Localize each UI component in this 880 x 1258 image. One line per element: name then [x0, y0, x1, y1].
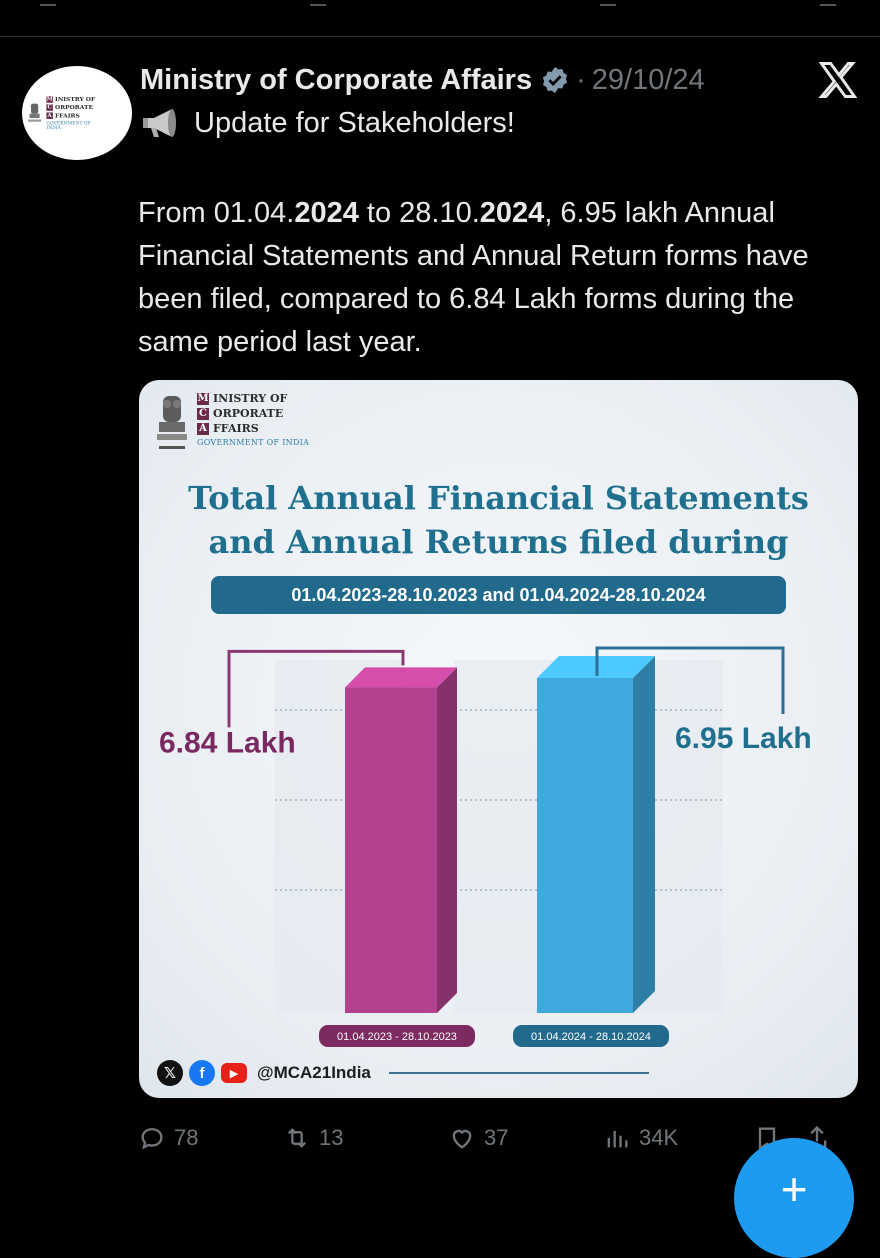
separator-dot: ·: [576, 63, 586, 96]
previous-tweet-actions: [0, 0, 880, 37]
views-count: 34K: [639, 1125, 679, 1150]
chart-title: Total Annual Financial Statements and An…: [139, 476, 858, 564]
date-range-banner: 01.04.2023-28.10.2023 and 01.04.2024-28.…: [211, 576, 786, 614]
body-text-part: to 28.10.: [358, 197, 480, 229]
body-text-bold: 2024: [479, 197, 545, 229]
bar: [537, 678, 633, 1013]
chart-title-line: and Annual Returns filed during: [208, 523, 789, 561]
reply-icon: [141, 1128, 163, 1150]
like-button[interactable]: 37: [448, 1124, 603, 1152]
category-label: 01.04.2023 - 28.10.2023: [337, 1031, 457, 1043]
reply-button[interactable]: 78: [138, 1124, 283, 1152]
bar-top: [345, 667, 457, 688]
author-name[interactable]: Ministry of Corporate Affairs: [140, 63, 533, 96]
body-text-part: From 01.04.: [138, 197, 295, 229]
repost-icon: [288, 1128, 306, 1148]
prev-action-ghost: [310, 0, 326, 6]
bar-chart: 6.84 Lakh 01.04.2023 - 28.10.2023 6.95 Lak…: [159, 646, 812, 1047]
logo-gov-text: GOVERNMENT OF INDIA: [46, 120, 91, 131]
tweet-actions: 78 13 37 34K: [138, 1120, 858, 1156]
prev-action-ghost: [600, 0, 616, 6]
data-label: 6.84 Lakh: [159, 726, 296, 759]
logo-letter: C: [197, 407, 209, 420]
megaphone-icon: [143, 109, 176, 137]
verified-badge-icon: [542, 66, 568, 94]
body-text-bold: 2024: [294, 197, 359, 229]
emblem-icon: [157, 396, 187, 449]
chart-title-line: Total Annual Financial Statements: [188, 479, 809, 517]
logo-text: INISTRY OF: [54, 95, 95, 103]
emblem-icon: [27, 103, 42, 122]
logo-gov-text: GOVERNMENT OF INDIA: [197, 438, 310, 447]
logo-text: INISTRY OF: [213, 392, 288, 405]
social-links: 𝕏 f ▶ @MCA21India: [157, 1060, 649, 1086]
logo-text: ORPORATE: [213, 407, 284, 420]
prev-action-ghost: [820, 0, 836, 6]
bar: [345, 687, 437, 1013]
bar-side: [437, 667, 457, 1013]
tweet-header: Ministry of Corporate Affairs · 29/10/24: [140, 58, 840, 102]
social-handle: @MCA21India: [257, 1063, 371, 1082]
logo-letter: A: [197, 422, 209, 435]
tweet-body: From 01.04.2024 to 28.10.2024, 6.95 lakh…: [138, 192, 868, 364]
repost-count: 13: [319, 1125, 344, 1150]
mca-logo: M INISTRY OF C ORPORATE A FFAIRS GOVERNMENT…: [27, 84, 128, 142]
reply-count: 78: [174, 1125, 199, 1150]
avatar[interactable]: M INISTRY OF C ORPORATE A FFAIRS GOVERNMENT…: [22, 66, 132, 160]
body-text-part: , 6.95 lakh Annual Financial Statements …: [138, 197, 809, 358]
compose-plus-icon: +: [780, 1163, 808, 1215]
bar-side: [633, 656, 655, 1013]
views-chart-icon: [607, 1131, 628, 1148]
repost-button[interactable]: 13: [283, 1124, 448, 1152]
logo-letter: M: [46, 95, 53, 103]
category-pill: [513, 1025, 669, 1047]
heart-icon: [452, 1129, 472, 1149]
prev-action-ghost: [40, 0, 56, 6]
data-label: 6.95 Lakh: [675, 722, 812, 755]
headline-text: Update for Stakeholders!: [194, 106, 515, 139]
facebook-icon[interactable]: f: [189, 1060, 215, 1086]
like-count: 37: [484, 1125, 509, 1150]
tweet-date[interactable]: 29/10/24: [591, 63, 705, 96]
tweet-image-card[interactable]: M INISTRY OF C ORPORATE A FFAIRS GOVERNMENT…: [139, 380, 858, 1098]
youtube-icon[interactable]: ▶: [221, 1063, 247, 1083]
logo-text: ORPORATE: [54, 103, 93, 111]
logo-letter: C: [46, 104, 53, 111]
x-social-icon[interactable]: 𝕏: [157, 1060, 183, 1086]
handle-divider: [388, 1072, 649, 1074]
logo-letter: M: [197, 392, 209, 405]
x-logo-icon[interactable]: [816, 58, 860, 102]
tweet-headline: Update for Stakeholders!: [140, 106, 515, 140]
logo-text: FFAIRS: [213, 422, 259, 435]
value-bracket: [595, 646, 785, 714]
card-mca-logo: M INISTRY OF C ORPORATE A FFAIRS GOVERNMENT…: [153, 392, 309, 454]
compose-fab[interactable]: +: [734, 1138, 854, 1258]
category-pill: [319, 1025, 475, 1047]
logo-letter: A: [46, 112, 53, 119]
logo-text: FFAIRS: [54, 111, 80, 119]
value-bracket: [227, 649, 405, 728]
category-label: 01.04.2024 - 28.10.2024: [531, 1031, 651, 1043]
views-button[interactable]: 34K: [603, 1124, 753, 1152]
